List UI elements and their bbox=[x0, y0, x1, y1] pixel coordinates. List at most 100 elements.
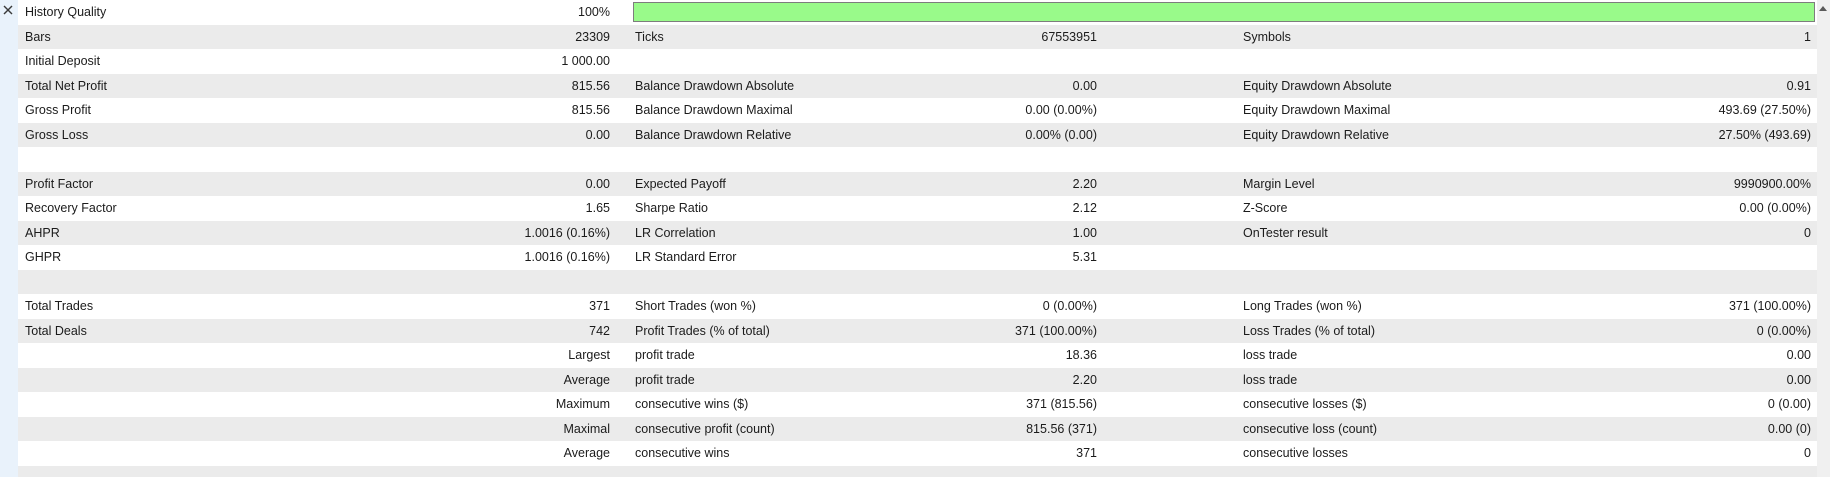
stat-label bbox=[613, 49, 965, 74]
table-row: Profit Factor 0.00 Expected Payoff 2.20 Marg… bbox=[18, 171, 1817, 196]
stat-label: Bars bbox=[25, 29, 51, 44]
history-quality-bar bbox=[633, 2, 1815, 22]
stat-value: 23309 bbox=[575, 29, 610, 44]
stat-label: Total Trades bbox=[25, 299, 94, 313]
stat-label: profit trade bbox=[635, 348, 695, 362]
stat-label: Equity Drawdown Absolute bbox=[1243, 78, 1392, 93]
stat-label bbox=[1100, 270, 1560, 295]
stat-value: 371 bbox=[1076, 446, 1097, 460]
stat-label: Sharpe Ratio bbox=[635, 201, 708, 215]
stat-value bbox=[1560, 147, 1817, 172]
stat-label bbox=[1100, 49, 1560, 74]
table-row bbox=[18, 269, 1817, 295]
stat-label: Equity Drawdown Relative bbox=[1243, 127, 1389, 142]
stat-value: 18.36 bbox=[1065, 348, 1097, 362]
stat-label: LR Standard Error bbox=[635, 250, 737, 264]
stat-value: 0 (0.00) bbox=[1767, 397, 1811, 411]
stat-value: 371 (100.00%) bbox=[1728, 299, 1811, 313]
stat-label bbox=[1100, 147, 1560, 172]
stat-value: 27.50% (493.69) bbox=[1718, 127, 1811, 142]
stat-value bbox=[358, 466, 613, 477]
stat-value bbox=[1560, 49, 1817, 74]
stat-label bbox=[613, 466, 965, 477]
close-icon[interactable] bbox=[2, 4, 15, 17]
stat-label: Expected Payoff bbox=[635, 176, 726, 191]
stat-label bbox=[18, 466, 358, 477]
stat-label: Gross Profit bbox=[25, 103, 91, 117]
stat-value: 1.65 bbox=[585, 201, 610, 215]
stat-value: Largest bbox=[568, 348, 610, 362]
scroll-up-arrow-icon bbox=[1819, 6, 1827, 11]
stat-value bbox=[965, 466, 1100, 477]
stat-value: 0 (0.00%) bbox=[1042, 299, 1097, 313]
table-row: Average consecutive wins 371 consecutive lo… bbox=[18, 441, 1817, 466]
stat-value bbox=[358, 270, 613, 295]
results-table: History Quality 100% Bars 23309 Ticks 6755395… bbox=[18, 0, 1817, 477]
stat-label: loss trade bbox=[1243, 372, 1298, 387]
stat-value: 0 (0.00%) bbox=[1756, 323, 1811, 338]
stat-value bbox=[965, 147, 1100, 172]
stat-label: loss trade bbox=[1243, 348, 1298, 362]
stat-value: 1 bbox=[1804, 29, 1811, 44]
stat-label: consecutive profit (count) bbox=[635, 421, 775, 436]
stat-value: 0.91 bbox=[1786, 78, 1811, 93]
stat-label: AHPR bbox=[25, 225, 60, 240]
stat-value: 815.56 (371) bbox=[1026, 421, 1097, 436]
stat-label: Ticks bbox=[635, 29, 664, 44]
stat-value: Maximal bbox=[563, 421, 610, 436]
stat-value: 2.20 bbox=[1072, 372, 1097, 387]
stat-value: 0.00 bbox=[1786, 372, 1811, 387]
stat-label: Profit Factor bbox=[25, 176, 94, 191]
stat-label bbox=[613, 147, 965, 172]
stat-label bbox=[18, 343, 358, 368]
stat-label: Total Deals bbox=[25, 323, 87, 338]
stat-label: GHPR bbox=[25, 250, 62, 264]
stat-value: 371 bbox=[589, 299, 610, 313]
stat-value: Average bbox=[563, 446, 610, 460]
stat-value: 0.00 bbox=[585, 127, 610, 142]
stat-label: profit trade bbox=[635, 372, 695, 387]
stat-value bbox=[358, 147, 613, 172]
stat-label: Balance Drawdown Maximal bbox=[635, 103, 793, 117]
stat-value: 1.00 bbox=[1072, 225, 1097, 240]
stat-label: Balance Drawdown Relative bbox=[635, 127, 792, 142]
stat-label: Symbols bbox=[1243, 29, 1291, 44]
table-row: Maximal consecutive profit (count) 815.56 … bbox=[18, 416, 1817, 441]
stat-label bbox=[1100, 466, 1560, 477]
stat-label bbox=[18, 368, 358, 393]
stat-value bbox=[965, 49, 1100, 74]
table-row: Bars 23309 Ticks 67553951 Symbols 1 bbox=[18, 24, 1817, 49]
table-row: Average profit trade 2.20 loss trade 0.00 bbox=[18, 367, 1817, 393]
table-row bbox=[18, 465, 1817, 477]
stat-value: 2.12 bbox=[1072, 201, 1097, 215]
stat-value: 0 bbox=[1804, 225, 1811, 240]
stat-label: Total Net Profit bbox=[25, 78, 107, 93]
stat-value: 0.00 (0.00%) bbox=[1739, 201, 1811, 215]
stat-value: 0.00% (0.00) bbox=[1025, 127, 1097, 142]
stat-value bbox=[1560, 270, 1817, 295]
stat-value: 0.00 (0.00%) bbox=[1025, 103, 1097, 117]
vertical-scrollbar[interactable] bbox=[1817, 0, 1830, 477]
stat-label: Equity Drawdown Maximal bbox=[1243, 103, 1391, 117]
stat-value: 815.56 bbox=[571, 103, 610, 117]
stat-label bbox=[613, 270, 965, 295]
stat-label: Margin Level bbox=[1243, 176, 1315, 191]
stat-label: consecutive loss (count) bbox=[1243, 421, 1378, 436]
stat-value bbox=[965, 270, 1100, 295]
stat-value: 2.20 bbox=[1072, 176, 1097, 191]
history-quality-bar-fill bbox=[634, 3, 1814, 21]
stat-value: 0.00 bbox=[1072, 78, 1097, 93]
stat-label: OnTester result bbox=[1243, 225, 1328, 240]
stat-value: 9990900.00% bbox=[1733, 176, 1811, 191]
stat-label: Short Trades (won %) bbox=[635, 299, 756, 313]
stat-label: Loss Trades (% of total) bbox=[1243, 323, 1376, 338]
table-row: Recovery Factor 1.65 Sharpe Ratio 2.12 Z-Sco… bbox=[18, 196, 1817, 221]
stat-label: Initial Deposit bbox=[25, 54, 101, 68]
table-row: Gross Loss 0.00 Balance Drawdown Relative 0… bbox=[18, 122, 1817, 147]
stat-value: 0.00 bbox=[585, 176, 610, 191]
stat-value: 493.69 (27.50%) bbox=[1718, 103, 1811, 117]
stat-value: 1.0016 (0.16%) bbox=[524, 225, 610, 240]
scroll-up-button[interactable] bbox=[1817, 0, 1830, 15]
stat-value: 0.00 bbox=[1786, 348, 1811, 362]
